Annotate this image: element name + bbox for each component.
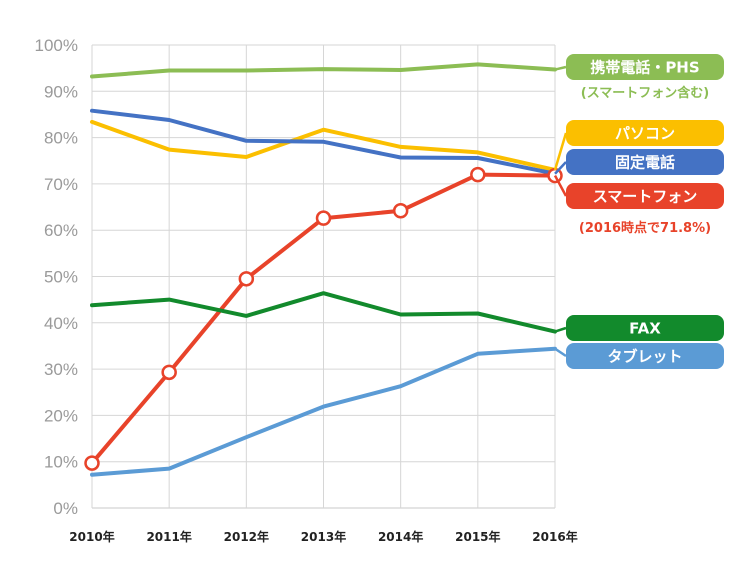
legend-label: タブレット <box>607 348 682 366</box>
y-tick-label: 0% <box>53 499 78 518</box>
data-point <box>470 166 486 183</box>
grid <box>91 44 556 509</box>
legend-tag <box>566 54 724 80</box>
y-tick-label: 10% <box>44 453 78 472</box>
x-tick-label: 2016年 <box>532 529 577 544</box>
legend-connector <box>553 132 568 171</box>
x-tick-label: 2011年 <box>146 529 191 544</box>
data-point <box>315 210 332 226</box>
legend-connector <box>554 65 567 71</box>
data-point <box>84 455 100 471</box>
y-tick-label: 20% <box>44 406 78 425</box>
legend-tag <box>566 183 724 209</box>
legend-tag <box>566 149 724 175</box>
data-point <box>392 203 409 219</box>
y-tick-label: 70% <box>44 175 78 194</box>
series-line-5 <box>90 346 557 477</box>
legend-label: 携帯電話・PHS <box>590 59 699 77</box>
legend-connector <box>554 326 567 333</box>
legend-connector <box>554 347 567 358</box>
series-markers <box>84 166 563 471</box>
y-axis-ticks: 0% 10% 20% 30% 40% 50% 60% 70% 80% 90% 100% <box>35 36 78 518</box>
legend-note: (2016時点で71.8%) <box>579 220 711 236</box>
y-tick-label: 80% <box>44 129 78 148</box>
legend-label: FAX <box>629 320 661 338</box>
data-point <box>238 271 255 287</box>
x-tick-label: 2015年 <box>455 529 500 544</box>
x-tick-label: 2010年 <box>69 529 114 544</box>
series-line-2 <box>90 108 557 176</box>
series-line-0 <box>90 62 557 79</box>
y-tick-label: 30% <box>44 360 78 379</box>
legend-label: スマートフォン <box>593 188 698 206</box>
y-tick-label: 60% <box>44 221 78 240</box>
x-tick-label: 2013年 <box>301 529 346 544</box>
x-axis-ticks: 2010年 2011年 2012年 2013年 2014年 2015年 2016年 <box>69 529 577 544</box>
legend-connector <box>554 161 567 175</box>
legend-label: パソコン <box>615 125 675 143</box>
legend-tag <box>566 120 724 146</box>
x-tick-label: 2012年 <box>224 529 269 544</box>
legend-tag <box>566 343 724 369</box>
y-tick-label: 90% <box>44 82 78 101</box>
series-line-4 <box>90 291 557 334</box>
legend-tag <box>566 315 724 341</box>
legend-note: (スマートフォン含む) <box>581 85 710 101</box>
data-point <box>161 364 177 381</box>
series-line-1 <box>90 119 557 172</box>
y-tick-label: 40% <box>44 314 78 333</box>
legend-connector <box>553 174 568 197</box>
y-tick-label: 100% <box>35 36 78 55</box>
x-tick-label: 2014年 <box>378 529 423 544</box>
y-tick-label: 50% <box>44 268 78 287</box>
legend-label: 固定電話 <box>615 154 675 172</box>
